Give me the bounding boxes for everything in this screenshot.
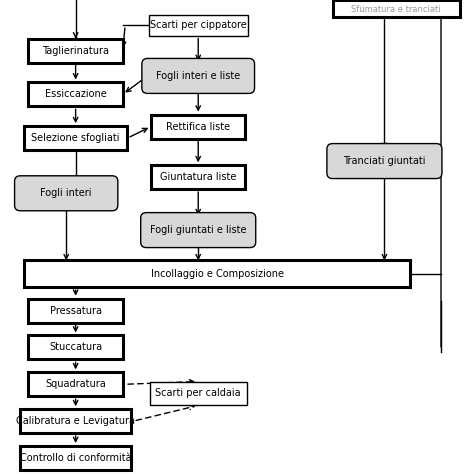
FancyBboxPatch shape bbox=[327, 144, 442, 179]
Bar bbox=[333, 0, 460, 18]
Text: Pressatura: Pressatura bbox=[50, 306, 101, 316]
Text: Scarti per cippatore: Scarti per cippatore bbox=[150, 20, 246, 30]
Bar bbox=[150, 382, 246, 405]
Text: Squadratura: Squadratura bbox=[45, 379, 106, 389]
Text: Taglierinatura: Taglierinatura bbox=[42, 46, 109, 55]
Bar bbox=[24, 261, 410, 287]
Bar bbox=[28, 39, 123, 63]
Text: Tranciati giuntati: Tranciati giuntati bbox=[343, 156, 426, 166]
FancyBboxPatch shape bbox=[141, 213, 256, 247]
FancyBboxPatch shape bbox=[142, 58, 255, 93]
Text: Selezione sfogliati: Selezione sfogliati bbox=[31, 133, 120, 143]
Text: Essiccazione: Essiccazione bbox=[45, 89, 107, 100]
Bar bbox=[149, 15, 248, 36]
Bar bbox=[24, 126, 128, 150]
Text: Scarti per caldaia: Scarti per caldaia bbox=[155, 389, 241, 399]
Bar bbox=[28, 82, 123, 106]
Bar bbox=[28, 372, 123, 396]
Bar bbox=[20, 409, 131, 433]
Bar bbox=[151, 115, 246, 138]
Bar bbox=[28, 299, 123, 323]
Text: Rettifica liste: Rettifica liste bbox=[166, 121, 230, 132]
Text: Stuccatura: Stuccatura bbox=[49, 342, 102, 353]
FancyBboxPatch shape bbox=[15, 176, 118, 211]
Text: Fogli giuntati e liste: Fogli giuntati e liste bbox=[150, 225, 246, 235]
Text: Giuntatura liste: Giuntatura liste bbox=[160, 172, 237, 182]
Text: Calibratura e Levigatura: Calibratura e Levigatura bbox=[16, 416, 135, 426]
Text: Fogli interi: Fogli interi bbox=[40, 188, 92, 198]
Bar bbox=[28, 336, 123, 359]
Bar bbox=[151, 165, 246, 189]
Text: Incollaggio e Composizione: Incollaggio e Composizione bbox=[151, 269, 283, 279]
Text: Fogli interi e liste: Fogli interi e liste bbox=[156, 71, 240, 81]
Bar bbox=[20, 446, 131, 470]
Text: Controllo di conformità: Controllo di conformità bbox=[20, 453, 131, 463]
Text: Sfumatura e tranciati: Sfumatura e tranciati bbox=[351, 5, 441, 14]
